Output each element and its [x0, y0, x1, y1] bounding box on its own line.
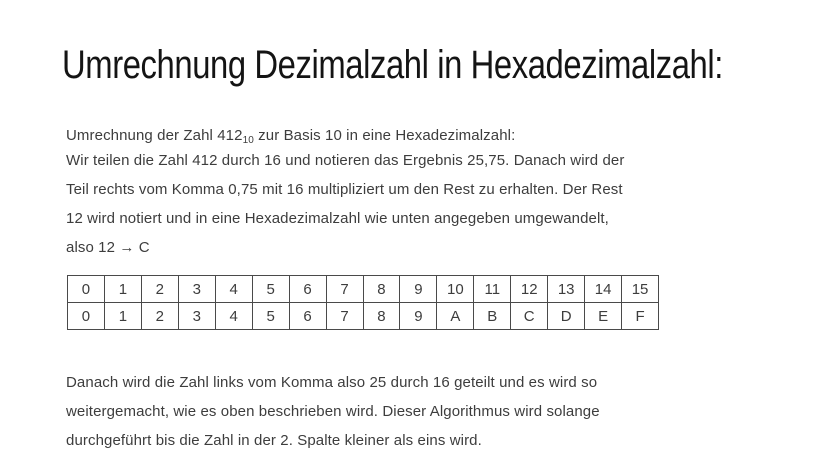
paragraph-line: 12 wird notiert und in eine Hexadezimalz…: [66, 210, 609, 227]
paragraph-line: Danach wird die Zahl links vom Komma als…: [66, 374, 598, 391]
table-cell: 2: [140, 302, 179, 330]
table-cell: 7: [325, 275, 364, 303]
table-cell: 9: [399, 275, 438, 303]
table-cell: 5: [251, 275, 290, 303]
table-cell: F: [621, 302, 659, 330]
table-cell: 10: [436, 275, 475, 303]
base-subscript: 10: [242, 135, 254, 146]
table-cell: 12: [510, 275, 549, 303]
table-cell: 8: [362, 302, 401, 330]
table-cell: A: [436, 302, 475, 330]
table-cell: D: [547, 302, 586, 330]
table-cell: 15: [621, 275, 659, 303]
paragraph-division-method: Wir teilen die Zahl 412 durch 16 und not…: [66, 146, 624, 262]
paragraph-line: also 12 → C: [66, 239, 150, 256]
table-cell: 4: [214, 302, 253, 330]
table-cell: 5: [251, 302, 290, 330]
table-cell: 4: [214, 275, 253, 303]
table-cell: 0: [67, 275, 105, 303]
table-cell: 8: [362, 275, 401, 303]
paragraph-continuation: Danach wird die Zahl links vom Komma als…: [66, 368, 600, 455]
table-cell: E: [584, 302, 623, 330]
table-cell: 6: [288, 275, 327, 303]
intro-sentence: Umrechnung der Zahl 41210 zur Basis 10 i…: [66, 121, 515, 152]
intro-text-suffix: zur Basis 10 in eine Hexadezimalzahl:: [253, 127, 516, 144]
table-cell: 13: [547, 275, 586, 303]
table-cell: 14: [584, 275, 623, 303]
intro-text-prefix: Umrechnung der Zahl 412: [66, 127, 243, 144]
table-cell: 0: [67, 302, 105, 330]
paragraph-line: durchgeführt bis die Zahl in der 2. Spal…: [66, 432, 482, 449]
table-cell: 1: [103, 302, 142, 330]
paragraph-line: weitergemacht, wie es oben beschrieben w…: [66, 403, 600, 420]
paragraph-line: Teil rechts vom Komma 0,75 mit 16 multip…: [66, 181, 623, 198]
table-cell: B: [473, 302, 512, 330]
table-cell: 2: [140, 275, 179, 303]
table-cell: 1: [103, 275, 142, 303]
table-cell: 9: [399, 302, 438, 330]
table-cell: 3: [177, 275, 216, 303]
table-cell: 6: [288, 302, 327, 330]
table-cell: 7: [325, 302, 364, 330]
page-title: Umrechnung Dezimalzahl in Hexadezimalzah…: [62, 43, 723, 87]
table-cell: 3: [177, 302, 216, 330]
hex-row: 0 1 2 3 4 5 6 7 8 9 A B C D E F: [67, 302, 659, 330]
decimal-row: 0 1 2 3 4 5 6 7 8 9 10 11 12 13 14 15: [67, 275, 659, 303]
table-cell: 11: [473, 275, 512, 303]
paragraph-line: Wir teilen die Zahl 412 durch 16 und not…: [66, 152, 625, 169]
hex-conversion-table: 0 1 2 3 4 5 6 7 8 9 10 11 12 13 14 15 0 …: [67, 275, 659, 330]
table-cell: C: [510, 302, 549, 330]
